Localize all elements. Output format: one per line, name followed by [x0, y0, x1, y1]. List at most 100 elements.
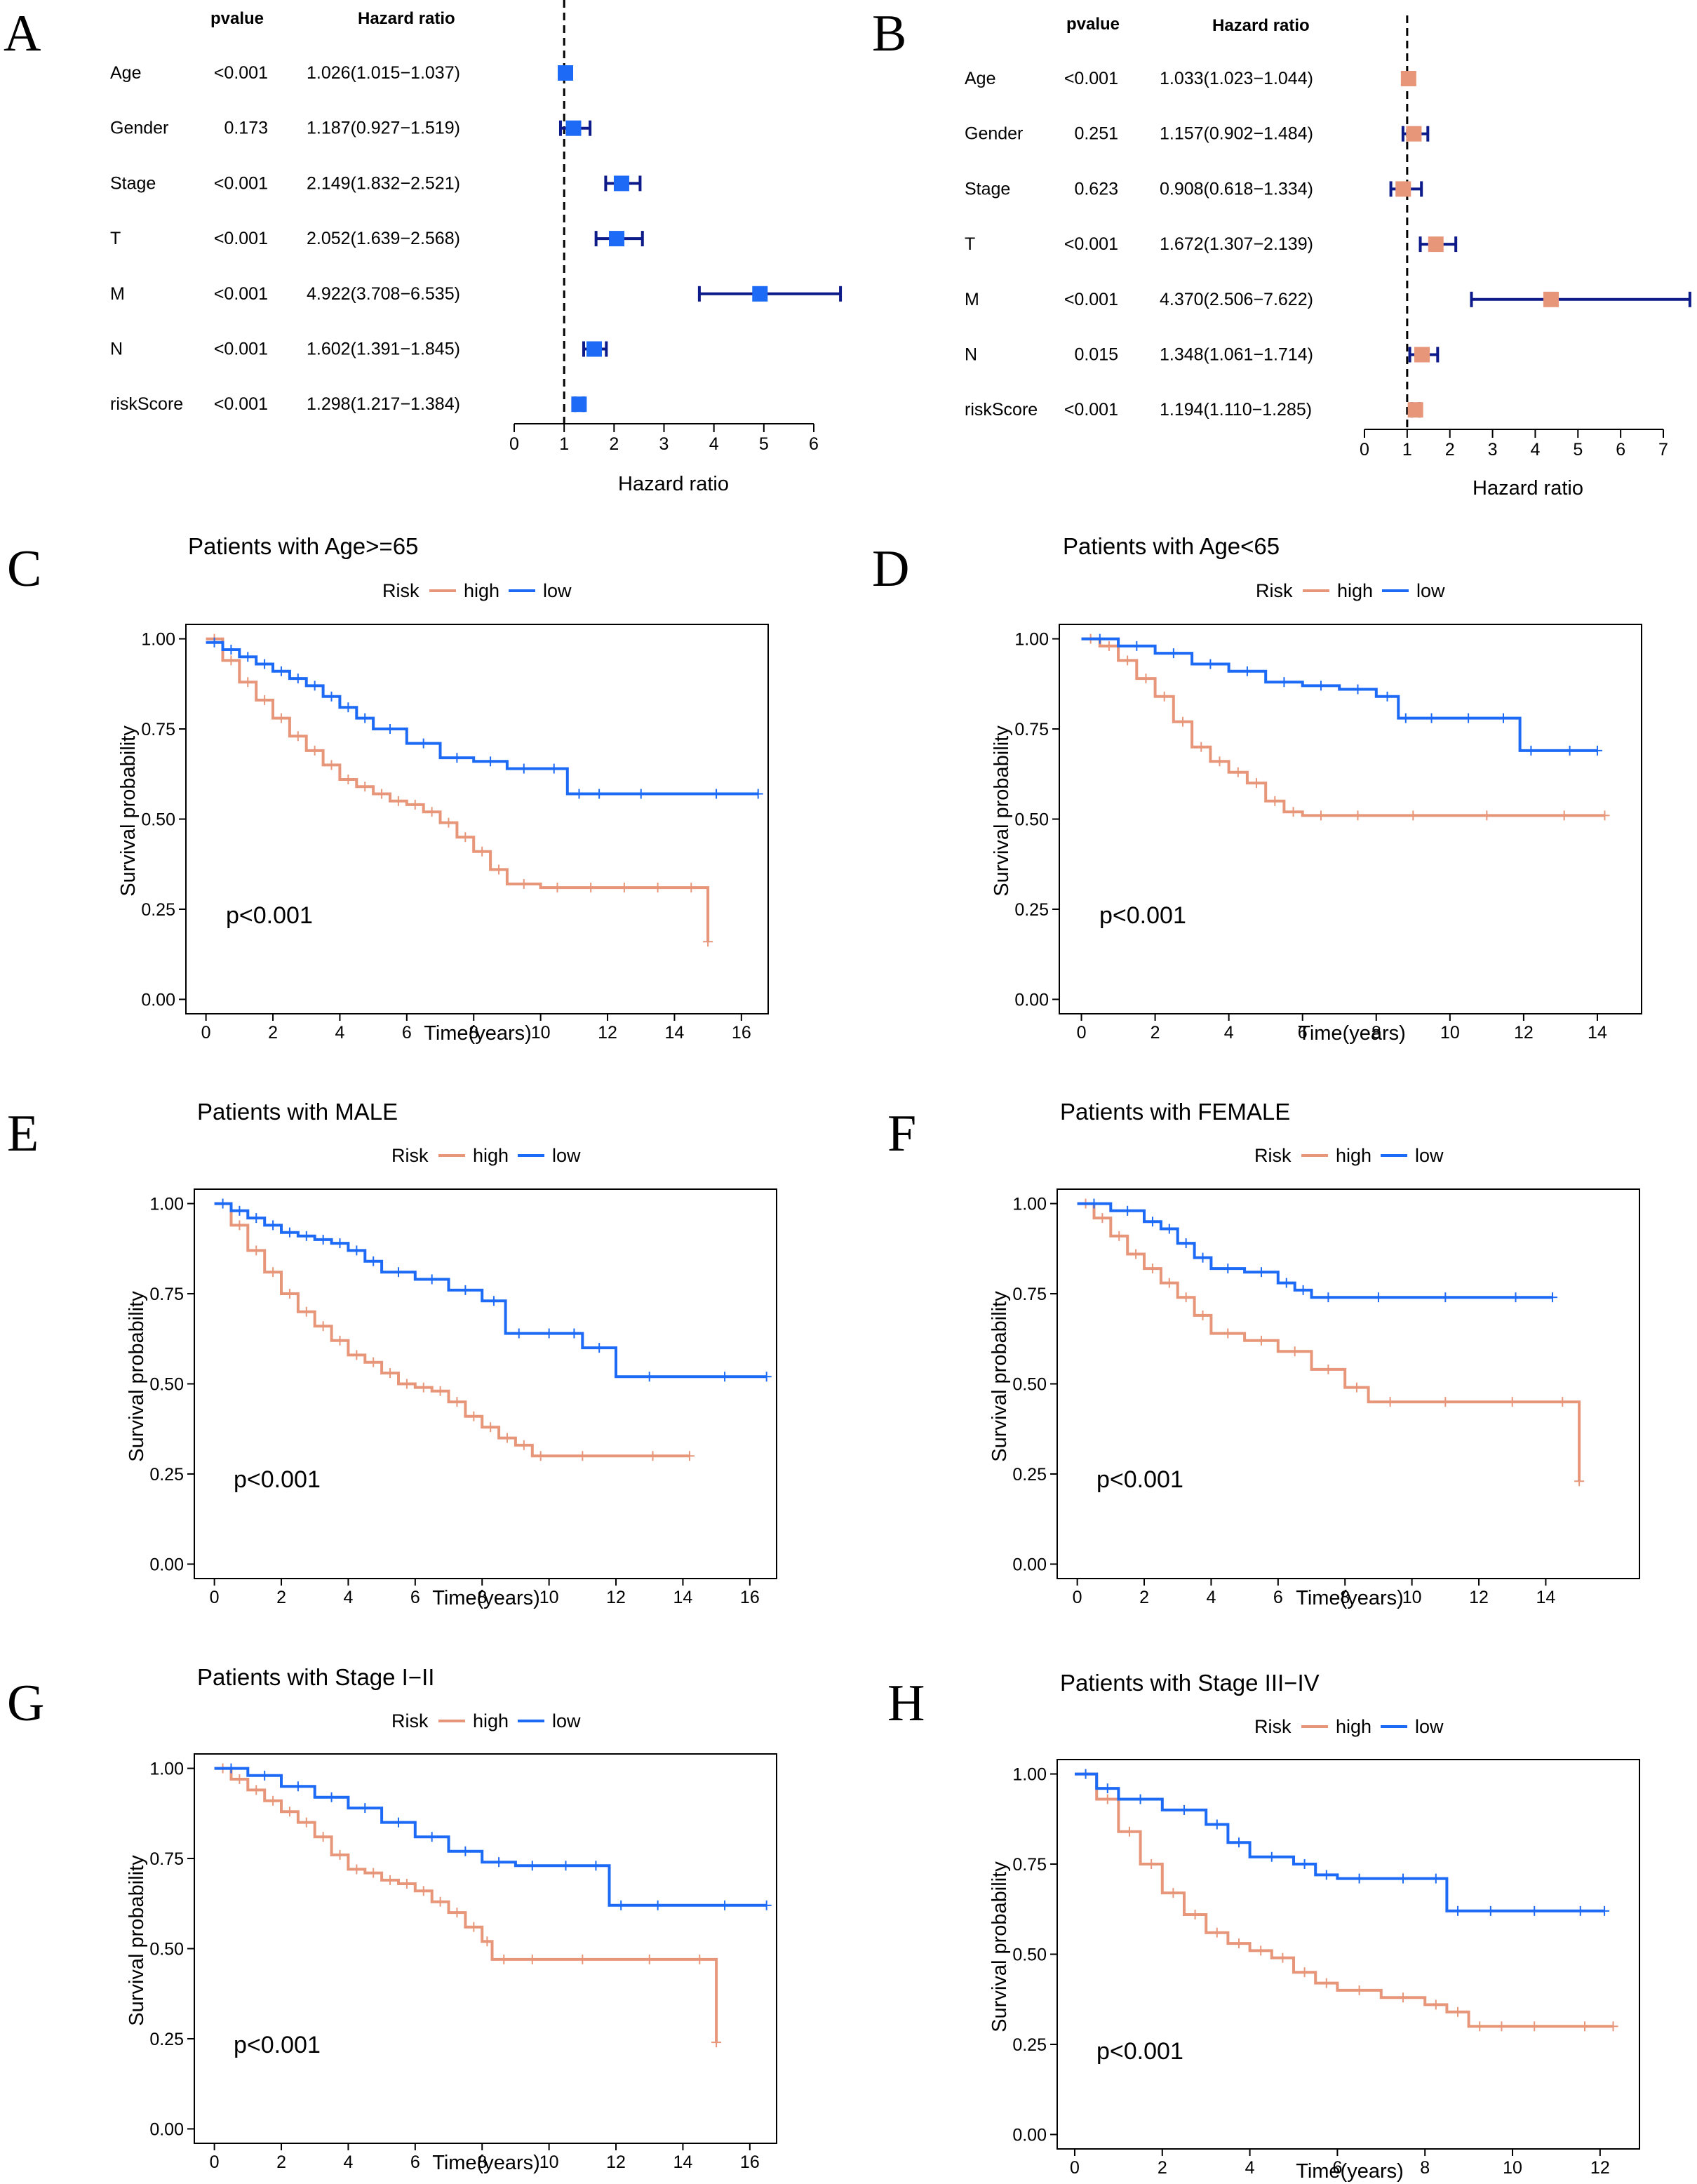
forest-b-row-pvalue: 0.623 — [1074, 179, 1118, 199]
km-e-x-tick-label: 8 — [477, 1588, 487, 1607]
km-f-curve-low — [1077, 1202, 1552, 1299]
panel-letter-d: D — [872, 540, 909, 598]
km-f-y-tick-label: 1.00 — [1012, 1195, 1047, 1214]
forest-b-x-tick-label: 7 — [1658, 440, 1668, 460]
km-c-legend-low: low — [543, 580, 572, 601]
km-panel-f: F Patients with FEMALE Risk high low p<0… — [887, 1099, 1640, 1609]
km-h-y-tick-label: 1.00 — [1012, 1765, 1047, 1785]
km-f-x-tick-label: 2 — [1139, 1588, 1149, 1607]
km-e-y-tick-label: 0.50 — [149, 1375, 184, 1395]
km-f-x-tick-label: 12 — [1469, 1588, 1489, 1607]
km-c-y-tick-label: 0.50 — [141, 810, 175, 830]
km-c-xlabel: Time(years) — [424, 1022, 532, 1045]
km-h-x-tick-label: 12 — [1590, 2158, 1610, 2178]
km-d-x-tick-label: 12 — [1514, 1023, 1534, 1043]
km-g-x-tick-label: 8 — [477, 2152, 487, 2172]
forest-b-row-pvalue: 0.015 — [1074, 345, 1118, 365]
panel-letter-g: G — [7, 1675, 44, 1732]
km-d-x-tick-label: 2 — [1151, 1023, 1160, 1043]
forest-b-hr-header: Hazard ratio — [1212, 16, 1310, 35]
km-f-y-tick-label: 0.50 — [1012, 1375, 1047, 1395]
km-e-ylabel: Survival probability — [126, 1291, 148, 1462]
km-g-legend-high: high — [473, 1710, 509, 1731]
km-g-legend-title: Risk — [391, 1710, 429, 1731]
forest-b-hr-point — [1407, 402, 1423, 418]
forest-a-x-tick-label: 5 — [759, 434, 769, 454]
km-c-y-tick-label: 1.00 — [141, 630, 175, 650]
forest-b-x-tick-label: 3 — [1488, 440, 1498, 460]
forest-b-x-tick-label: 6 — [1616, 440, 1625, 460]
km-d-legend: Risk high low — [1256, 580, 1445, 601]
panel-letter-a: A — [4, 5, 41, 62]
forest-b-x-tick-label: 4 — [1530, 440, 1540, 460]
km-d-x-tick-label: 8 — [1371, 1023, 1381, 1043]
forest-a-row-hr: 1.026(1.015−1.037) — [307, 63, 460, 83]
km-g-y-tick-label: 0.50 — [149, 1940, 184, 1959]
km-h-plot-frame — [1057, 1759, 1640, 2150]
forest-b-row-pvalue: 0.251 — [1074, 124, 1118, 144]
km-f-legend-title: Risk — [1254, 1145, 1292, 1166]
km-panel-e: E Patients with MALE Risk high low p<0.0… — [7, 1099, 777, 1609]
km-g-x-tick-label: 4 — [343, 2152, 353, 2172]
forest-plot-b: B pvalue Hazard ratio Hazard ratio 0 1 2 3 4… — [872, 5, 1691, 500]
km-e-y-tick-label: 0.00 — [149, 1555, 184, 1574]
km-d-ylabel: Survival probability — [991, 725, 1013, 897]
km-g-legend: Risk high low — [391, 1710, 581, 1731]
forest-b-hr-point — [1406, 126, 1422, 142]
km-h-curve-low — [1075, 1772, 1605, 1912]
forest-b-hr-point — [1400, 71, 1416, 86]
km-f-x-tick-label: 10 — [1402, 1588, 1422, 1607]
forest-a-row-label: T — [110, 229, 121, 248]
km-c-x-tick-label: 14 — [665, 1023, 685, 1043]
km-f-xlabel: Time(years) — [1296, 1587, 1404, 1609]
km-d-curve-high — [1081, 637, 1605, 817]
forest-b-row-label: T — [965, 234, 975, 254]
forest-b-row-label: Age — [965, 69, 995, 88]
km-h-x-tick-label: 6 — [1332, 2158, 1342, 2178]
km-e-xlabel: Time(years) — [432, 1587, 540, 1609]
forest-a-row-label: N — [110, 340, 123, 359]
km-h-y-tick-label: 0.00 — [1012, 2125, 1047, 2145]
km-e-x-tick-label: 4 — [343, 1588, 353, 1607]
km-c-curve-high — [206, 637, 710, 942]
km-e-legend: Risk high low — [391, 1145, 581, 1166]
km-f-ylabel: Survival probability — [988, 1291, 1011, 1462]
km-g-x-tick-label: 0 — [210, 2152, 220, 2172]
km-f-y-tick-label: 0.75 — [1012, 1285, 1047, 1304]
km-d-y-tick-label: 0.50 — [1014, 810, 1049, 830]
km-c-curve-low — [206, 641, 758, 796]
forest-a-pvalue-header: pvalue — [210, 9, 264, 28]
forest-a-row-pvalue: <0.001 — [214, 63, 268, 83]
km-c-x-tick-label: 2 — [268, 1023, 278, 1043]
km-h-y-tick-label: 0.50 — [1012, 1945, 1047, 1965]
km-f-y-tick-label: 0.25 — [1012, 1465, 1047, 1485]
forest-a-hr-point — [613, 175, 629, 192]
forest-a-row-label: M — [110, 284, 125, 304]
forest-plot-a: A pvalue Hazard ratio Hazard ratio 0 1 2 3 4… — [4, 0, 843, 495]
km-d-x-tick-label: 6 — [1298, 1023, 1308, 1043]
forest-a-hr-point — [609, 231, 625, 247]
km-panel-d: D Patients with Age<65 Risk high low p<0… — [872, 533, 1642, 1045]
km-f-title: Patients with FEMALE — [1060, 1099, 1290, 1125]
forest-a-row-label: Age — [110, 63, 141, 83]
km-d-pvalue: p<0.001 — [1099, 902, 1186, 929]
forest-b-pvalue-header: pvalue — [1066, 15, 1120, 34]
km-g-x-tick-label: 6 — [410, 2152, 420, 2172]
forest-a-hr-point — [586, 341, 603, 357]
forest-a-row-hr: 2.149(1.832−2.521) — [307, 173, 460, 193]
km-d-legend-title: Risk — [1256, 580, 1293, 601]
km-e-x-tick-label: 2 — [276, 1588, 286, 1607]
km-panel-g: G Patients with Stage I−II Risk high low… — [7, 1664, 777, 2174]
km-c-x-tick-label: 6 — [402, 1023, 412, 1043]
forest-b-row-pvalue: <0.001 — [1064, 69, 1118, 88]
km-g-y-tick-label: 0.75 — [149, 1849, 184, 1869]
forest-b-hr-point — [1428, 236, 1444, 253]
km-c-y-tick-label: 0.75 — [141, 720, 175, 739]
km-h-y-tick-label: 0.75 — [1012, 1855, 1047, 1875]
forest-b-row-hr: 1.194(1.110−1.285) — [1160, 400, 1312, 420]
forest-a-x-tick-label: 4 — [709, 434, 719, 454]
forest-b-row-pvalue: <0.001 — [1064, 290, 1118, 309]
km-c-x-tick-label: 0 — [201, 1023, 211, 1043]
km-c-legend-high: high — [464, 580, 499, 601]
forest-b-hr-point — [1414, 347, 1430, 363]
